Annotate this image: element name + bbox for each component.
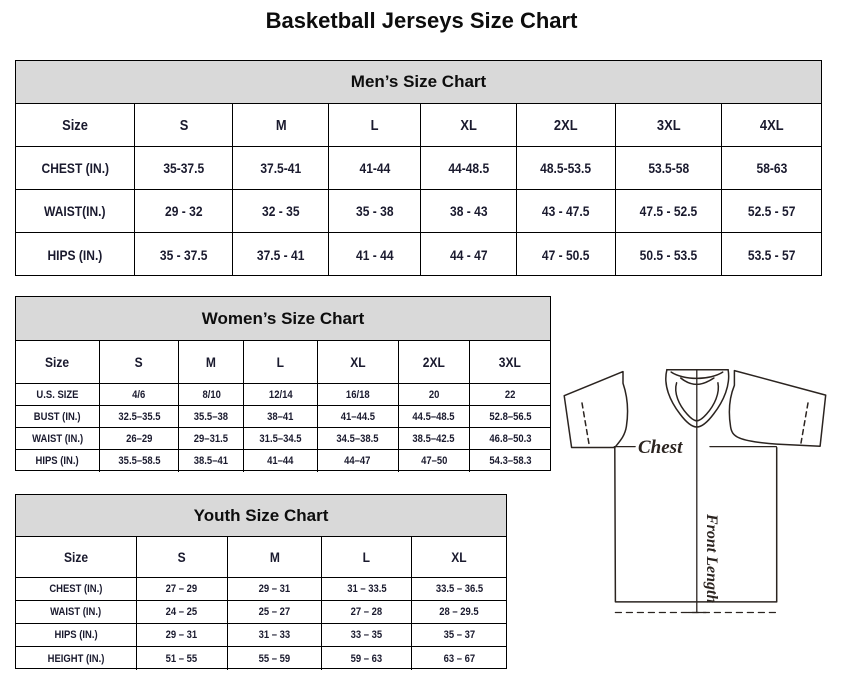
svg-text:Front Length: Front Length [703,513,720,603]
svg-text:Chest: Chest [638,437,683,458]
